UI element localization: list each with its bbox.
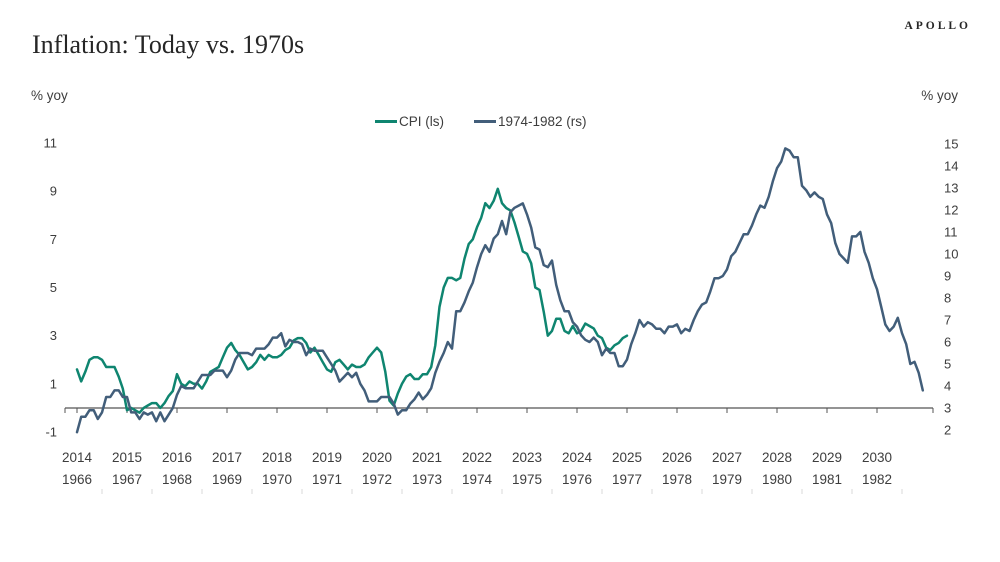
svg-text:2016: 2016 — [162, 450, 192, 465]
svg-text:1982: 1982 — [862, 472, 892, 487]
svg-text:7: 7 — [50, 232, 57, 247]
svg-text:3: 3 — [944, 401, 951, 416]
svg-text:1967: 1967 — [112, 472, 142, 487]
svg-text:6: 6 — [944, 335, 951, 350]
svg-text:7: 7 — [944, 313, 951, 328]
svg-text:1976: 1976 — [562, 472, 592, 487]
legend-label-1974-1982: 1974-1982 (rs) — [498, 114, 587, 129]
svg-text:1979: 1979 — [712, 472, 742, 487]
svg-text:1968: 1968 — [162, 472, 192, 487]
svg-text:1970: 1970 — [262, 472, 292, 487]
svg-text:9: 9 — [50, 184, 57, 199]
cpi-series-line — [75, 187, 629, 414]
svg-text:1972: 1972 — [362, 472, 392, 487]
apollo-logo: APOLLO — [904, 20, 971, 32]
svg-text:15: 15 — [944, 137, 958, 152]
x-axis-labels-seventies: 1966 1967 1968 1969 1970 1971 1972 1973 1974 1975… — [62, 472, 892, 487]
svg-text:2021: 2021 — [412, 450, 442, 465]
svg-text:2014: 2014 — [62, 450, 93, 465]
svg-text:2019: 2019 — [312, 450, 342, 465]
faint-sub-ticks — [101, 489, 903, 494]
svg-text:2027: 2027 — [712, 450, 742, 465]
svg-text:1969: 1969 — [212, 472, 242, 487]
series-1974-1982-line — [75, 147, 925, 434]
left-axis-tick-labels: 11 9 7 5 3 1 -1 — [44, 136, 58, 440]
svg-text:3: 3 — [50, 328, 57, 343]
svg-text:2018: 2018 — [262, 450, 292, 465]
legend-label-cpi: CPI (ls) — [399, 114, 444, 129]
svg-text:9: 9 — [944, 269, 951, 284]
x-axis-labels-modern: 2014 2015 2016 2017 2018 2019 2020 2021 2022 2023… — [62, 450, 892, 465]
svg-text:1978: 1978 — [662, 472, 692, 487]
svg-text:1981: 1981 — [812, 472, 842, 487]
svg-text:5: 5 — [50, 280, 57, 295]
svg-text:2017: 2017 — [212, 450, 242, 465]
svg-text:2015: 2015 — [112, 450, 142, 465]
right-axis-tick-labels: 15 14 13 12 11 10 9 8 7 6 5 4 3 2 — [944, 137, 958, 438]
svg-text:2: 2 — [944, 423, 951, 438]
legend-item-cpi: CPI (ls) — [375, 114, 444, 129]
svg-text:2030: 2030 — [862, 450, 892, 465]
cpi-line-swatch — [375, 120, 397, 123]
svg-text:14: 14 — [944, 159, 958, 174]
svg-text:11: 11 — [944, 225, 958, 240]
svg-text:8: 8 — [944, 291, 951, 306]
svg-text:2020: 2020 — [362, 450, 392, 465]
svg-text:1: 1 — [50, 376, 57, 391]
seventies-line-swatch — [474, 120, 496, 123]
svg-text:10: 10 — [944, 247, 958, 262]
svg-text:4: 4 — [944, 379, 951, 394]
svg-text:1973: 1973 — [412, 472, 442, 487]
svg-text:2029: 2029 — [812, 450, 842, 465]
svg-text:1980: 1980 — [762, 472, 792, 487]
svg-text:2023: 2023 — [512, 450, 542, 465]
svg-text:2024: 2024 — [562, 450, 593, 465]
svg-text:1974: 1974 — [462, 472, 493, 487]
right-axis-unit-label: % yoy — [921, 88, 958, 103]
svg-text:11: 11 — [44, 136, 58, 151]
svg-text:1971: 1971 — [312, 472, 342, 487]
svg-text:1977: 1977 — [612, 472, 642, 487]
x-axis-year-ticks — [64, 408, 934, 413]
svg-text:2028: 2028 — [762, 450, 792, 465]
svg-text:2022: 2022 — [462, 450, 492, 465]
left-axis-unit-label: % yoy — [31, 88, 68, 103]
legend-item-1974-1982: 1974-1982 (rs) — [474, 114, 587, 129]
legend: CPI (ls) 1974-1982 (rs) — [375, 114, 587, 129]
svg-text:2026: 2026 — [662, 450, 692, 465]
svg-text:2025: 2025 — [612, 450, 642, 465]
svg-text:1966: 1966 — [62, 472, 92, 487]
chart-title: Inflation: Today vs. 1970s — [32, 30, 305, 59]
svg-text:-1: -1 — [45, 425, 57, 440]
svg-text:5: 5 — [944, 357, 951, 372]
svg-text:12: 12 — [944, 203, 958, 218]
svg-text:13: 13 — [944, 181, 958, 196]
svg-text:1975: 1975 — [512, 472, 542, 487]
